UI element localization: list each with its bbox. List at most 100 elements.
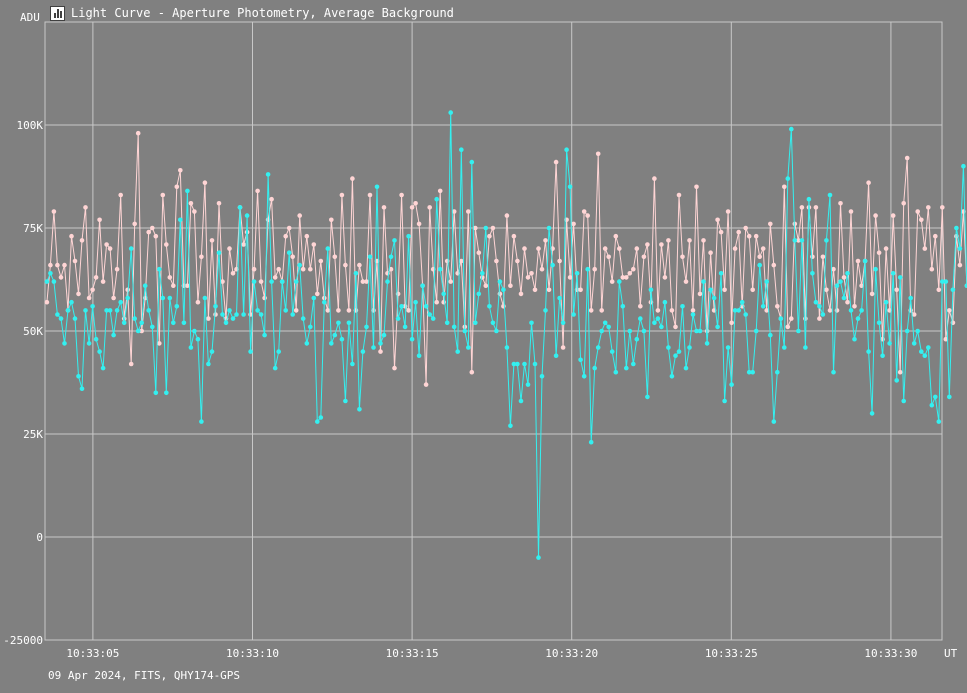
data-point bbox=[739, 299, 745, 305]
data-point bbox=[244, 213, 250, 218]
data-point bbox=[83, 308, 88, 313]
data-point bbox=[293, 308, 299, 313]
data-point bbox=[423, 304, 429, 309]
data-point bbox=[810, 254, 815, 260]
series-line-2 bbox=[46, 112, 967, 558]
data-point bbox=[476, 250, 482, 255]
data-point bbox=[283, 308, 289, 313]
data-point bbox=[529, 320, 534, 326]
data-point bbox=[364, 279, 369, 284]
data-point bbox=[852, 304, 857, 309]
data-point bbox=[300, 316, 306, 321]
data-point bbox=[588, 439, 594, 445]
data-point bbox=[550, 262, 555, 268]
data-point bbox=[813, 205, 819, 210]
data-point bbox=[174, 304, 180, 309]
data-point bbox=[139, 328, 144, 334]
data-point bbox=[602, 320, 608, 326]
data-point bbox=[764, 279, 769, 284]
data-point bbox=[258, 312, 264, 317]
data-point bbox=[100, 279, 106, 284]
data-point bbox=[750, 287, 755, 293]
data-point bbox=[69, 233, 74, 239]
data-point bbox=[262, 295, 267, 301]
data-point bbox=[578, 357, 583, 363]
data-point bbox=[796, 238, 801, 243]
data-point bbox=[459, 258, 464, 264]
data-point bbox=[311, 295, 317, 301]
data-point bbox=[862, 258, 868, 264]
data-point bbox=[546, 225, 552, 231]
x-tick-label: 10:33:10 bbox=[226, 647, 279, 660]
data-point bbox=[114, 308, 120, 313]
data-point bbox=[676, 192, 682, 198]
data-point bbox=[423, 382, 429, 387]
data-point bbox=[599, 308, 604, 313]
chart-title: Light Curve - Aperture Photometry, Avera… bbox=[71, 6, 454, 20]
data-point bbox=[293, 279, 299, 284]
data-point bbox=[441, 291, 447, 297]
data-point bbox=[571, 221, 576, 227]
data-point bbox=[725, 345, 731, 350]
data-point bbox=[195, 336, 201, 342]
data-point bbox=[662, 299, 668, 305]
data-point bbox=[290, 312, 296, 317]
data-point bbox=[325, 246, 331, 251]
data-point bbox=[757, 254, 762, 260]
data-point bbox=[901, 398, 906, 404]
data-point bbox=[406, 233, 411, 239]
data-point bbox=[595, 151, 601, 157]
data-point bbox=[911, 312, 917, 317]
data-point bbox=[841, 295, 847, 301]
data-point bbox=[883, 246, 889, 251]
data-point bbox=[799, 205, 805, 210]
data-point bbox=[167, 295, 173, 301]
data-point bbox=[490, 320, 496, 326]
data-point bbox=[897, 369, 903, 375]
data-point bbox=[392, 365, 397, 371]
data-point bbox=[157, 266, 162, 272]
data-point bbox=[746, 369, 752, 375]
data-point bbox=[525, 275, 531, 280]
data-point bbox=[571, 312, 576, 317]
data-point bbox=[743, 225, 748, 231]
data-point bbox=[827, 192, 833, 198]
data-point bbox=[343, 262, 348, 268]
data-point bbox=[350, 176, 355, 181]
data-point bbox=[697, 328, 703, 334]
data-point bbox=[638, 304, 643, 309]
data-point bbox=[107, 308, 113, 313]
data-point bbox=[494, 328, 499, 334]
data-point bbox=[876, 320, 882, 326]
chart-icon[interactable] bbox=[50, 5, 65, 21]
data-point bbox=[413, 201, 418, 206]
data-point bbox=[617, 246, 622, 251]
data-point bbox=[943, 279, 949, 284]
data-point bbox=[181, 320, 187, 326]
data-point bbox=[753, 233, 759, 239]
data-point bbox=[69, 299, 74, 305]
data-point bbox=[592, 266, 597, 272]
data-point bbox=[121, 320, 127, 326]
data-point bbox=[199, 254, 204, 260]
data-point bbox=[367, 254, 373, 260]
data-point bbox=[399, 304, 404, 309]
data-point bbox=[789, 316, 794, 321]
data-point bbox=[497, 279, 503, 284]
data-point bbox=[936, 287, 942, 293]
data-point bbox=[297, 262, 303, 268]
data-point bbox=[522, 361, 527, 367]
data-point bbox=[385, 279, 390, 284]
data-point bbox=[880, 353, 885, 359]
data-point bbox=[402, 324, 408, 330]
data-point bbox=[65, 308, 71, 313]
data-point bbox=[487, 304, 492, 309]
data-point bbox=[185, 283, 190, 289]
data-point bbox=[525, 382, 531, 387]
data-point bbox=[859, 283, 864, 289]
data-point bbox=[58, 275, 64, 280]
data-point bbox=[336, 308, 341, 313]
data-point bbox=[132, 221, 137, 227]
data-point bbox=[922, 353, 928, 359]
